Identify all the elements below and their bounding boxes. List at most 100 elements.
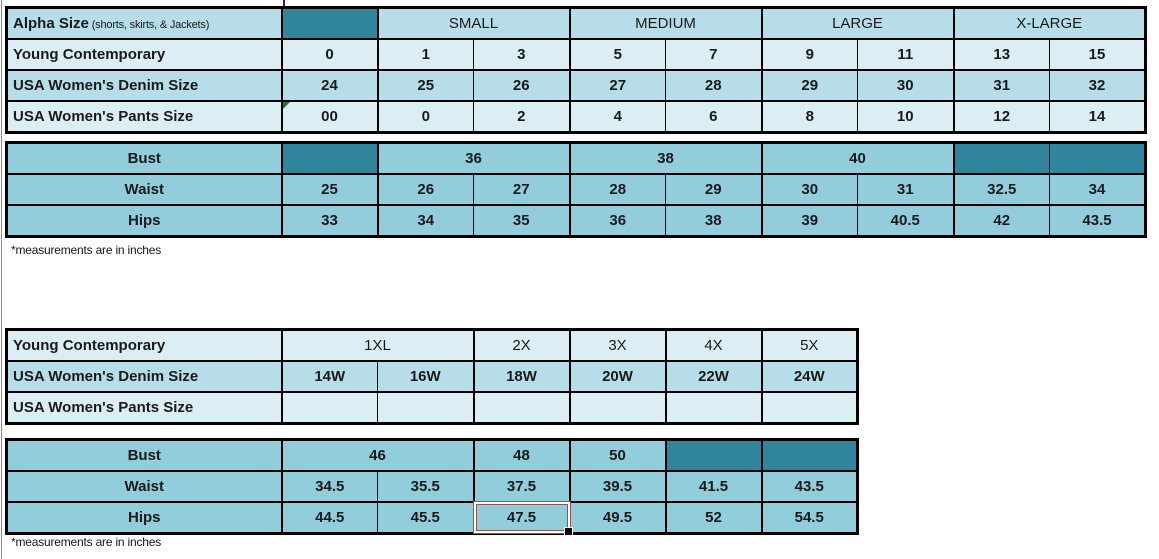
alpha-size-header-cell[interactable]: Alpha Size (shorts, skirts, & Jackets) xyxy=(6,6,283,40)
size-cell[interactable]: 25 xyxy=(376,69,474,102)
measurement-cell[interactable]: 52 xyxy=(664,501,762,535)
measurement-cell[interactable]: 34 xyxy=(1049,173,1146,206)
measurement-cell[interactable]: 25 xyxy=(281,173,378,206)
teal-spacer-cell[interactable] xyxy=(281,141,378,175)
empty-size-cell[interactable] xyxy=(664,391,762,425)
group-header-xlarge[interactable]: X-LARGE xyxy=(952,6,1146,40)
bust-group-cell[interactable]: 36 xyxy=(376,141,570,175)
size-cell[interactable]: 0 xyxy=(281,38,378,71)
group-header-3x[interactable]: 3X xyxy=(568,328,666,362)
size-cell[interactable]: 28 xyxy=(665,69,762,102)
empty-size-cell[interactable] xyxy=(568,391,666,425)
group-header-4x[interactable]: 4X xyxy=(664,328,762,362)
row-label-cell[interactable]: USA Women's Pants Size xyxy=(6,100,283,134)
size-cell[interactable]: 7 xyxy=(665,38,762,71)
row-label-cell[interactable]: Young Contemporary xyxy=(6,38,283,71)
size-cell[interactable]: 20W xyxy=(568,360,666,393)
teal-spacer-cell[interactable] xyxy=(952,141,1050,175)
empty-size-cell[interactable] xyxy=(472,391,570,425)
row-label-cell[interactable]: Hips xyxy=(6,501,283,535)
measurement-cell[interactable]: 31 xyxy=(857,173,954,206)
group-header-1xl[interactable]: 1XL xyxy=(281,328,474,362)
size-cell[interactable]: 32 xyxy=(1049,69,1146,102)
measurement-cell[interactable]: 35 xyxy=(473,204,570,238)
row-label-cell[interactable]: USA Women's Pants Size xyxy=(6,391,283,425)
size-cell[interactable]: 29 xyxy=(760,69,858,102)
measurement-cell[interactable]: 39 xyxy=(760,204,858,238)
bust-group-cell[interactable]: 38 xyxy=(568,141,762,175)
size-cell[interactable]: 22W xyxy=(664,360,762,393)
size-cell[interactable]: 2 xyxy=(473,100,570,134)
size-cell[interactable]: 5 xyxy=(568,38,666,71)
measurement-cell[interactable]: 29 xyxy=(665,173,762,206)
size-cell[interactable]: 6 xyxy=(665,100,762,134)
bust-group-cell[interactable]: 48 xyxy=(472,438,570,472)
size-cell[interactable]: 31 xyxy=(952,69,1050,102)
measurement-cell[interactable]: 30 xyxy=(760,173,858,206)
group-header-small[interactable]: SMALL xyxy=(376,6,570,40)
size-cell[interactable]: 18W xyxy=(472,360,570,393)
size-cell[interactable]: 14 xyxy=(1049,100,1146,134)
measurement-cell[interactable]: 45.5 xyxy=(377,501,474,535)
size-cell[interactable]: 27 xyxy=(568,69,666,102)
size-cell-with-error-indicator[interactable]: 00 xyxy=(281,100,378,134)
selected-cell[interactable]: 47.5 xyxy=(472,501,573,536)
row-label-cell[interactable]: Waist xyxy=(6,173,283,206)
measurement-cell[interactable]: 37.5 xyxy=(472,470,570,503)
group-header-2x[interactable]: 2X xyxy=(472,328,570,362)
fill-handle[interactable] xyxy=(563,527,573,536)
teal-spacer-cell[interactable] xyxy=(281,6,378,40)
bust-group-cell[interactable]: 50 xyxy=(568,438,666,472)
size-cell[interactable]: 10 xyxy=(857,100,954,134)
row-label-cell[interactable]: Bust xyxy=(6,141,283,175)
size-cell[interactable]: 12 xyxy=(952,100,1050,134)
empty-size-cell[interactable] xyxy=(760,391,858,425)
bust-group-cell[interactable]: 46 xyxy=(281,438,474,472)
empty-size-cell[interactable] xyxy=(377,391,474,425)
size-cell[interactable]: 1 xyxy=(376,38,474,71)
measurement-cell[interactable]: 34 xyxy=(376,204,474,238)
teal-spacer-cell[interactable] xyxy=(664,438,762,472)
size-cell[interactable]: 16W xyxy=(377,360,474,393)
measurement-cell[interactable]: 33 xyxy=(281,204,378,238)
measurement-cell[interactable]: 34.5 xyxy=(281,470,378,503)
measurement-cell[interactable]: 40.5 xyxy=(857,204,954,238)
row-label-cell[interactable]: Waist xyxy=(6,470,283,503)
measurement-cell[interactable]: 36 xyxy=(568,204,666,238)
teal-spacer-cell[interactable] xyxy=(1049,141,1146,175)
row-label-cell[interactable]: Young Contemporary xyxy=(6,328,283,362)
size-cell[interactable]: 26 xyxy=(473,69,570,102)
group-header-medium[interactable]: MEDIUM xyxy=(568,6,762,40)
measurement-cell[interactable]: 54.5 xyxy=(760,501,858,535)
row-label-cell[interactable]: USA Women's Denim Size xyxy=(6,360,283,393)
measurement-cell[interactable]: 39.5 xyxy=(568,470,666,503)
size-cell[interactable]: 0 xyxy=(376,100,474,134)
size-cell[interactable]: 24 xyxy=(281,69,378,102)
measurement-cell[interactable]: 38 xyxy=(665,204,762,238)
measurement-cell[interactable]: 28 xyxy=(568,173,666,206)
size-cell[interactable]: 30 xyxy=(857,69,954,102)
group-header-large[interactable]: LARGE xyxy=(760,6,954,40)
measurement-cell[interactable]: 44.5 xyxy=(281,501,378,535)
teal-spacer-cell[interactable] xyxy=(760,438,858,472)
size-cell[interactable]: 13 xyxy=(952,38,1050,71)
row-label-cell[interactable]: USA Women's Denim Size xyxy=(6,69,283,102)
size-cell[interactable]: 11 xyxy=(857,38,954,71)
size-cell[interactable]: 14W xyxy=(281,360,378,393)
measurement-cell[interactable]: 26 xyxy=(376,173,474,206)
measurement-cell[interactable]: 41.5 xyxy=(664,470,762,503)
measurement-cell[interactable]: 32.5 xyxy=(952,173,1050,206)
group-header-5x[interactable]: 5X xyxy=(760,328,858,362)
size-cell[interactable]: 9 xyxy=(760,38,858,71)
row-label-cell[interactable]: Bust xyxy=(6,438,283,472)
measurement-cell[interactable]: 43.5 xyxy=(1049,204,1146,238)
measurement-cell[interactable]: 49.5 xyxy=(568,501,666,535)
size-cell[interactable]: 24W xyxy=(760,360,858,393)
bust-group-cell[interactable]: 40 xyxy=(760,141,954,175)
measurement-cell[interactable]: 43.5 xyxy=(760,470,858,503)
measurement-cell[interactable]: 42 xyxy=(952,204,1050,238)
measurement-cell[interactable]: 35.5 xyxy=(377,470,474,503)
empty-size-cell[interactable] xyxy=(281,391,378,425)
size-cell[interactable]: 8 xyxy=(760,100,858,134)
size-cell[interactable]: 15 xyxy=(1049,38,1146,71)
